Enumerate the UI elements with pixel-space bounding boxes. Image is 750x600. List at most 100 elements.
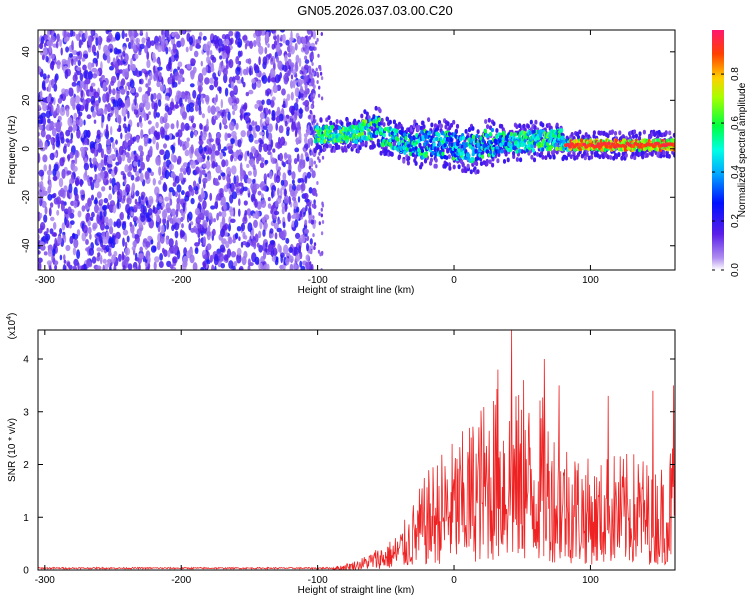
spectrogram-cell — [57, 97, 63, 104]
spectrogram-cell — [235, 31, 241, 41]
spectrogram-cell — [229, 208, 234, 217]
spectrogram-cell — [156, 214, 160, 223]
spectrogram-cell — [219, 152, 223, 160]
spectrogram-cell — [91, 44, 96, 54]
spectrogram-cell — [383, 127, 388, 132]
spectrogram-cell — [61, 58, 67, 65]
spectrogram-cell — [214, 181, 220, 186]
spectrogram-cell — [171, 171, 176, 178]
spectrogram-cell — [117, 198, 120, 209]
spectrogram-cell — [198, 31, 203, 37]
spectrogram-cell — [454, 134, 458, 139]
spectrogram-cell — [421, 135, 425, 140]
spectrogram-cell — [348, 142, 352, 148]
spectrogram-cell — [39, 71, 43, 76]
spectrogram-cell — [309, 74, 313, 79]
spectrogram-cell — [89, 176, 93, 187]
spectrogram-cell — [437, 132, 441, 138]
spectrogram-cell — [87, 220, 91, 227]
spectrogram-cell — [252, 213, 256, 219]
spectrogram-cell — [108, 193, 113, 201]
spectrogram-cell — [214, 76, 219, 82]
spectrogram-cell — [168, 190, 172, 201]
spectrogram-cell — [289, 263, 294, 270]
spectrogram-cell — [297, 121, 301, 131]
snr-y-multiplier: (x104) — [6, 313, 18, 340]
spectrogram-cell — [392, 119, 396, 125]
spectrogram-cell — [127, 110, 130, 119]
spectrogram-cell — [176, 184, 182, 193]
spectrogram-cell — [121, 251, 125, 262]
spectrogram-cell — [124, 33, 128, 38]
spectrogram-cell — [150, 40, 156, 46]
spectrogram-cell — [320, 96, 324, 101]
spectrogram-cell — [198, 145, 203, 154]
spectrogram-cell — [195, 166, 200, 175]
spectrogram-cell — [515, 124, 519, 129]
spectrogram-cell — [172, 244, 178, 254]
spectrogram-cell — [211, 160, 216, 169]
spectrogram-cell — [145, 241, 151, 248]
spectrogram-cell — [179, 229, 183, 239]
spectrogram-cell — [184, 195, 190, 202]
spectrogram-cell — [488, 159, 492, 165]
spectrogram-cell — [270, 68, 276, 78]
spectrogram-cell — [92, 157, 97, 164]
spectrogram-cell — [102, 93, 107, 103]
spectrogram-cell — [267, 203, 272, 209]
spectrogram-cell — [92, 73, 98, 79]
spectrogram-cell — [585, 152, 589, 157]
spectrogram-cell — [360, 113, 364, 119]
spectrogram-cell — [439, 136, 443, 142]
spectrogram-cell — [85, 202, 89, 209]
spectrogram-cell — [73, 112, 78, 120]
spectrogram-cell — [217, 142, 222, 152]
spectrogram-cell — [475, 133, 479, 139]
spectrogram-cell — [535, 152, 540, 157]
spectrogram-cell — [124, 133, 130, 141]
spectrogram-cell — [242, 81, 246, 88]
spectrogram-cell — [281, 202, 286, 209]
spectrogram-cell — [297, 178, 302, 184]
spectrogram-cell — [128, 30, 132, 37]
spectrogram-cell — [320, 231, 324, 236]
spectrogram-cell — [312, 233, 315, 238]
spectrogram-cell — [174, 175, 180, 184]
spectrogram-cell — [606, 133, 610, 139]
spectrogram-cell — [51, 62, 54, 71]
spectrogram-cell — [122, 229, 129, 236]
spectrogram-cell — [303, 192, 309, 200]
spectrogram-cell — [259, 112, 265, 120]
colorbar-tick-label: 0.2 — [730, 214, 741, 228]
spectrogram-cell — [271, 110, 276, 118]
spectrogram-cell — [448, 166, 452, 171]
spectrogram-cell — [484, 119, 488, 124]
spectrogram-cell — [138, 145, 144, 152]
spectrogram-cell — [311, 68, 315, 73]
spectrogram-cell — [169, 217, 174, 224]
spectrogram-cell — [164, 196, 170, 202]
spectrogram-cell — [494, 139, 498, 144]
spectrogram-cell — [283, 244, 289, 255]
spectrogram-cell — [470, 156, 474, 162]
spectrogram-cell — [209, 138, 214, 143]
spectrogram-cell — [50, 96, 54, 102]
spectrogram-cell — [413, 119, 417, 125]
spectrogram-cell — [354, 125, 358, 130]
spectrogram-cell — [232, 238, 236, 244]
spectrogram-cell — [160, 224, 165, 235]
spectrogram-cell — [652, 129, 656, 135]
spectrogram-cell — [90, 95, 96, 104]
spectrogram-cell — [189, 254, 195, 264]
spectrogram-cell — [149, 126, 155, 135]
spectrogram-cell — [180, 37, 185, 47]
spectrogram-cell — [169, 101, 175, 110]
spectrogram-cell — [293, 158, 298, 165]
spectrogram-cell — [194, 149, 198, 156]
spectrogram-cell — [310, 219, 315, 225]
spectrogram-cell — [504, 142, 508, 147]
spectrogram-data — [38, 30, 675, 270]
spectrogram-cell — [48, 207, 52, 217]
spectrogram-cell — [423, 142, 427, 147]
spectrogram-cell — [150, 171, 155, 177]
